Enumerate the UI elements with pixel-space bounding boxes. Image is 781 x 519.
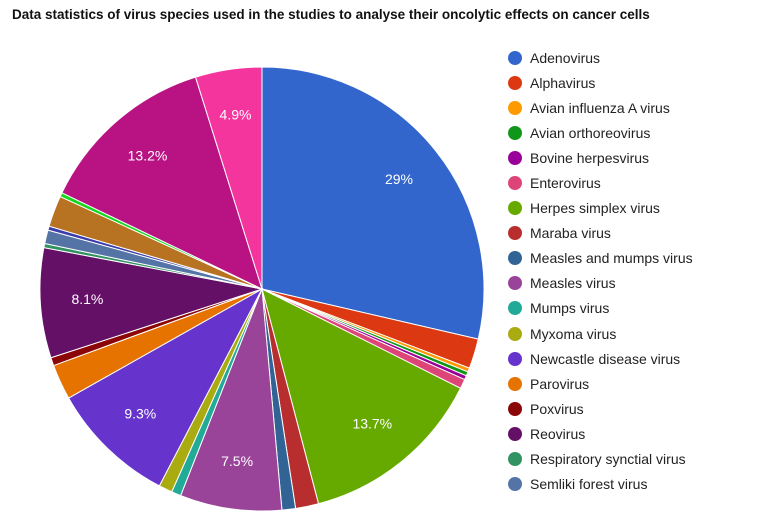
legend-label: Maraba virus <box>530 225 611 242</box>
legend-item: Respiratory synctial virus <box>508 447 693 472</box>
legend-item: Adenovirus <box>508 45 693 70</box>
legend-label: Alphavirus <box>530 74 596 91</box>
legend-label: Avian orthoreovirus <box>530 124 651 141</box>
legend-item: Enterovirus <box>508 170 693 195</box>
pie-slice-adenovirus <box>261 66 485 340</box>
legend-item: Alphavirus <box>508 70 693 95</box>
legend-swatch <box>508 376 522 391</box>
legend-swatch <box>508 326 522 341</box>
legend-swatch <box>508 401 522 416</box>
legend-swatch <box>508 100 522 115</box>
legend-item: Measles virus <box>508 271 693 296</box>
legend-swatch <box>508 125 522 140</box>
slice-value-label: 4.9% <box>220 107 252 123</box>
legend-label: Myxoma virus <box>530 325 617 342</box>
legend-swatch <box>508 176 522 191</box>
legend-label: Poxvirus <box>530 400 584 417</box>
pie-slice-unlabeled-22 <box>194 66 263 290</box>
slice-value-label: 7.5% <box>221 453 253 469</box>
legend-item: Mumps virus <box>508 296 693 321</box>
legend-item: Reovirus <box>508 421 693 446</box>
legend-swatch <box>508 201 522 216</box>
slice-value-label: 8.1% <box>71 291 103 307</box>
legend-swatch <box>508 150 522 165</box>
legend-swatch <box>508 276 522 291</box>
legend-item: Parovirus <box>508 371 693 396</box>
legend-item: Avian influenza A virus <box>508 95 693 120</box>
pie-slice-measles-virus <box>179 288 283 512</box>
legend-swatch <box>508 477 522 492</box>
legend-swatch <box>508 75 522 90</box>
legend-label: Semliki forest virus <box>530 476 648 493</box>
slice-value-label: 9.3% <box>124 405 156 421</box>
pie-slice-herpes-simplex-virus <box>261 288 462 505</box>
legend-label: Enterovirus <box>530 175 601 192</box>
pie-slice-newcastle-disease-virus <box>67 287 264 487</box>
pie-slice-reovirus <box>39 247 263 359</box>
legend-swatch <box>508 50 522 65</box>
legend-label: Reovirus <box>530 425 586 442</box>
legend-label: Avian influenza A virus <box>530 99 670 116</box>
legend-swatch <box>508 351 522 366</box>
legend-item: Maraba virus <box>508 221 693 246</box>
legend-swatch <box>508 452 522 467</box>
legend-swatch <box>508 301 522 316</box>
legend-item: Measles and mumps virus <box>508 246 693 271</box>
legend-item: Poxvirus <box>508 396 693 421</box>
legend-label: Measles virus <box>530 275 616 292</box>
legend-label: Measles and mumps virus <box>530 250 693 267</box>
legend-label: Parovirus <box>530 375 590 392</box>
legend-item: Myxoma virus <box>508 321 693 346</box>
legend-item: Bovine herpesvirus <box>508 145 693 170</box>
chart-title: Data statistics of virus species used in… <box>12 7 650 22</box>
slice-value-label: 13.2% <box>128 147 168 163</box>
legend-swatch <box>508 226 522 241</box>
slice-value-label: 29% <box>385 171 413 187</box>
legend-label: Bovine herpesvirus <box>530 149 650 166</box>
legend-label: Newcastle disease virus <box>530 350 681 367</box>
legend-label: Adenovirus <box>530 49 601 66</box>
legend-swatch <box>508 426 522 441</box>
legend-item: Newcastle disease virus <box>508 346 693 371</box>
legend-label: Respiratory synctial virus <box>530 451 686 468</box>
legend-item: Herpes simplex virus <box>508 196 693 221</box>
legend-swatch <box>508 251 522 266</box>
legend-item: Avian orthoreovirus <box>508 120 693 145</box>
legend-label: Herpes simplex virus <box>530 200 660 217</box>
legend-label: Mumps virus <box>530 300 610 317</box>
legend-item: Semliki forest virus <box>508 472 693 497</box>
legend: Adenovirus Alphavirus Avian influenza A vi… <box>508 45 693 497</box>
slice-value-label: 13.7% <box>352 416 392 432</box>
